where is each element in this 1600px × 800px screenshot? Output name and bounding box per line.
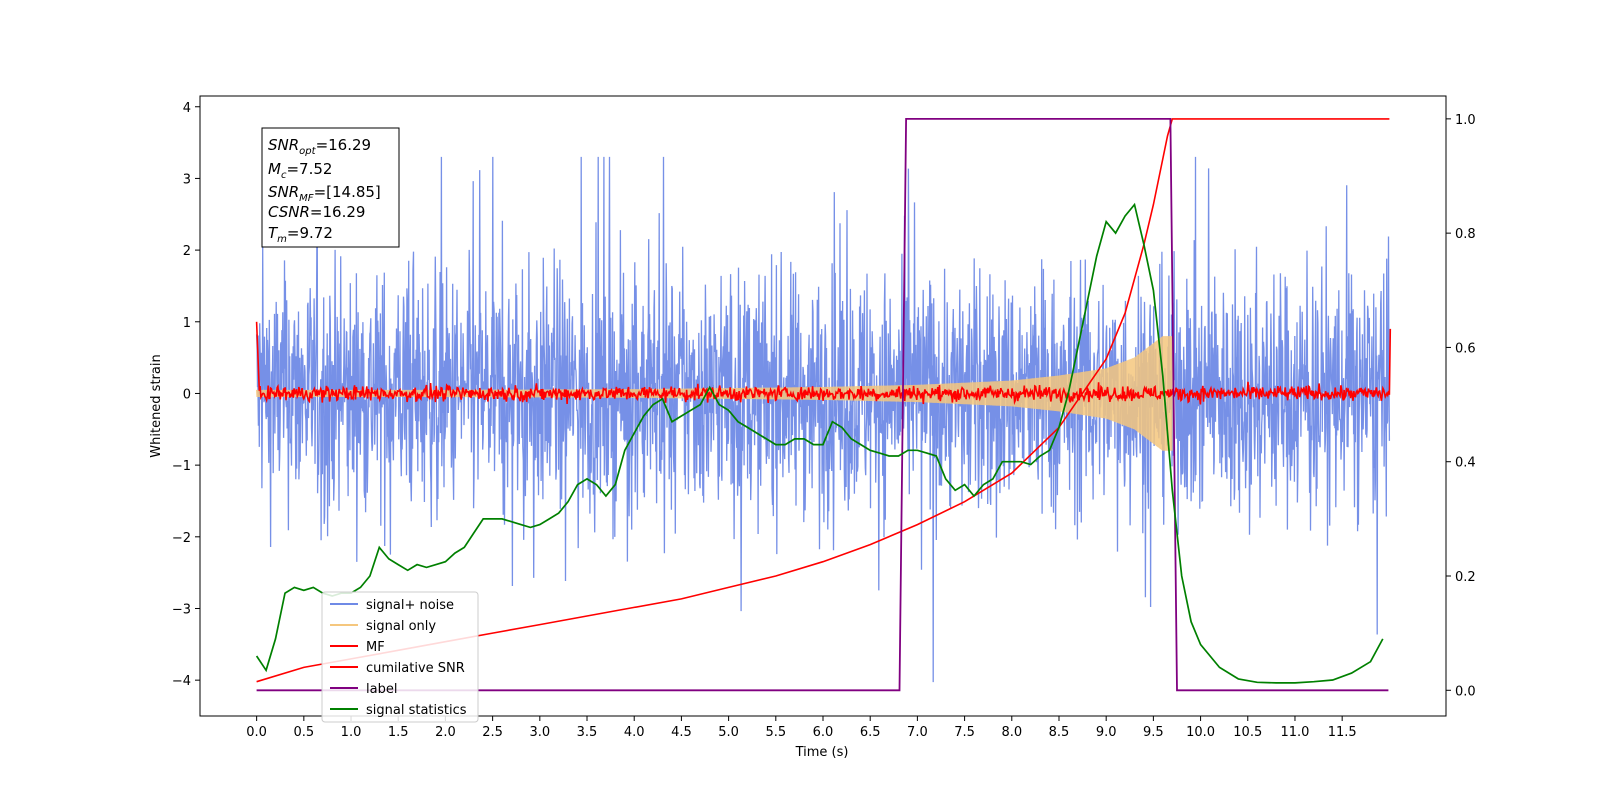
x-tick-label: 4.0 [624,725,645,740]
info-mc: Mc=7.52 [268,160,332,181]
y-tick-label-right: 0.6 [1455,341,1476,356]
x-tick-label: 9.0 [1096,725,1117,740]
y-tick-label-right: 1.0 [1455,113,1476,128]
x-tick-label: 7.0 [907,725,928,740]
x-tick-label: 5.0 [718,725,739,740]
y-tick-label-left: −4 [172,674,191,689]
info-tm: Tm=9.72 [268,224,333,245]
y-tick-label-left: 3 [183,172,191,187]
legend-entry: cumilative SNR [366,661,465,676]
legend-entry: signal statistics [366,703,467,718]
y-tick-label-right: 0.4 [1455,456,1476,471]
y-axis-label: Whitened strain [149,354,164,457]
info-box: SNRopt=16.29 Mc=7.52 SNRMF=[14.85] CSNR=… [261,127,400,248]
y-tick-label-left: −3 [172,602,191,617]
x-tick-label: 11.5 [1328,725,1357,740]
x-tick-label: 9.5 [1143,725,1164,740]
x-tick-label: 8.5 [1049,725,1070,740]
x-tick-label: 7.5 [954,725,975,740]
x-tick-label: 6.5 [860,725,881,740]
legend: signal+ noise signal only MF cumilative SNR… [321,591,479,723]
x-tick-label: 0.0 [246,725,267,740]
series-signal-only [256,336,1173,451]
series-signal-statistics [255,202,1384,684]
y-tick-label-left: 0 [183,387,191,402]
x-tick-label: 8.0 [1001,725,1022,740]
info-csnr: CSNR=16.29 [268,203,365,221]
x-tick-label: 2.0 [435,725,456,740]
x-tick-label: 5.5 [765,725,786,740]
y-tick-label-left: −1 [172,459,191,474]
series-label [256,118,1389,692]
series-signal-noise [255,156,1391,683]
y-tick-label-right: 0.2 [1455,570,1476,585]
x-tick-label: 11.0 [1280,725,1309,740]
x-axis-label: Time (s) [795,745,849,760]
y-tick-label-left: 1 [183,316,191,331]
legend-entry: MF [366,640,385,655]
x-tick-label: 6.0 [813,725,834,740]
series-mf [255,321,1392,406]
x-tick-label: 2.5 [482,725,503,740]
x-tick-label: 1.0 [341,725,362,740]
y-tick-label-left: 2 [183,244,191,259]
x-tick-label: 3.0 [529,725,550,740]
info-snr-opt: SNRopt=16.29 [268,136,371,157]
x-tick-label: 4.5 [671,725,692,740]
legend-entry: signal only [366,619,436,634]
y-axis-left: 4 3 2 1 0 −1 −2 −3 −4 [172,101,200,689]
x-axis: 0.0 0.5 1.0 1.5 2.0 2.5 3.0 3.5 4.0 4.5 5.0 5.5 6.0 6… [246,716,1357,740]
y-tick-label-left: −2 [172,531,191,546]
x-tick-label: 10.0 [1186,725,1215,740]
x-tick-label: 10.5 [1233,725,1262,740]
legend-frame [321,591,479,723]
info-snr-mf: SNRMF=[14.85] [268,183,381,204]
legend-entry: label [366,682,397,697]
legend-entry: signal+ noise [366,598,454,613]
x-tick-label: 3.5 [577,725,598,740]
y-axis-right: 1.0 0.8 0.6 0.4 0.2 0.0 [1446,113,1476,699]
x-tick-label: 0.5 [293,725,314,740]
y-tick-label-left: 4 [183,101,191,116]
x-tick-label: 1.5 [388,725,409,740]
y-tick-label-right: 0.0 [1455,684,1476,699]
y-tick-label-right: 0.8 [1455,227,1476,242]
